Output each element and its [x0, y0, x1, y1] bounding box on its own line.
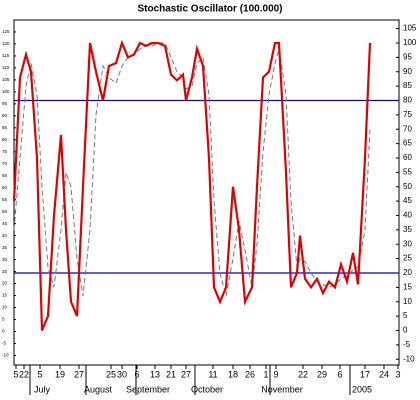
y-tick-label: 80 — [403, 96, 412, 105]
y2-tick-label: 105 — [2, 77, 10, 82]
month-label: September — [126, 384, 170, 394]
x-tick-label: 30 — [117, 369, 127, 379]
month-label: November — [261, 384, 303, 394]
y-tick-label: 0 — [403, 326, 408, 335]
month-label: October — [191, 384, 223, 394]
x-tick-label: 27 — [181, 369, 191, 379]
y2-tick-label: 115 — [2, 53, 10, 58]
x-tick-label: 26 — [245, 369, 255, 379]
y-tick-label: 85 — [403, 81, 412, 90]
y2-tick-label: 55 — [2, 197, 8, 202]
y2-tick-label: 80 — [2, 137, 8, 142]
month-label: August — [84, 384, 113, 394]
x-tick-label: 11 — [208, 369, 217, 379]
y-tick-label: 60 — [403, 153, 412, 162]
y2-tick-label: 0 — [2, 329, 5, 334]
y-tick-label: -5 — [403, 340, 411, 349]
y2-tick-label: 85 — [2, 125, 8, 130]
y2-tick-label: 5 — [2, 317, 5, 322]
y-tick-label: 50 — [403, 182, 412, 191]
x-tick-label: 1 — [263, 369, 268, 379]
x-tick-label: 21 — [166, 369, 176, 379]
y-tick-label: 10 — [403, 297, 412, 306]
y-tick-label: 95 — [403, 52, 412, 61]
y2-tick-label: 110 — [2, 65, 10, 70]
y2-tick-label: 20 — [2, 281, 8, 286]
y-tick-label: 90 — [403, 67, 412, 76]
y-tick-label: 5 — [403, 311, 408, 320]
x-tick-label: 17 — [360, 369, 370, 379]
y2-tick-label: 45 — [2, 221, 8, 226]
x-tick-label: 5 — [13, 369, 18, 379]
x-tick-label: 13 — [150, 369, 160, 379]
y2-tick-label: 25 — [2, 269, 8, 274]
x-tick-label: 25 — [106, 369, 116, 379]
month-label: 2005 — [352, 384, 372, 394]
y-tick-label: 55 — [403, 167, 412, 176]
y2-tick-label: 15 — [2, 293, 8, 298]
y2-tick-label: 125 — [2, 29, 10, 34]
y2-tick-label: 35 — [2, 245, 8, 250]
y-tick-label: 65 — [403, 139, 412, 148]
y-tick-label: 45 — [403, 196, 412, 205]
x-tick-label: 24 — [379, 369, 389, 379]
y-tick-label: 35 — [403, 225, 412, 234]
x-tick-label: 27 — [74, 369, 84, 379]
y2-tick-label: 95 — [2, 101, 8, 106]
y2-tick-label: 10 — [2, 305, 8, 310]
y2-tick-label: 50 — [2, 209, 8, 214]
x-tick-label: 9 — [273, 369, 278, 379]
y2-tick-label: 100 — [2, 89, 10, 94]
x-tick-label: 6 — [337, 369, 342, 379]
y-tick-label: 30 — [403, 239, 412, 248]
x-tick-label: 22 — [298, 369, 308, 379]
month-label: July — [34, 384, 51, 394]
x-tick-label: 22 — [19, 369, 29, 379]
y-tick-label: 75 — [403, 110, 412, 119]
y2-tick-label: -5 — [2, 341, 6, 346]
y2-tick-label: 75 — [2, 149, 8, 154]
x-tick-label: 3 — [395, 369, 400, 379]
y2-tick-label: 65 — [2, 173, 8, 178]
y2-tick-label: 40 — [2, 233, 8, 238]
x-tick-label: 19 — [55, 369, 65, 379]
y2-tick-label: 60 — [2, 185, 8, 190]
y-tick-label: 105 — [403, 24, 417, 33]
y2-tick-label: 30 — [2, 257, 8, 262]
y2-tick-label: -10 — [2, 353, 9, 358]
y-tick-label: 15 — [403, 282, 412, 291]
y-tick-label: 100 — [403, 38, 417, 47]
y2-tick-label: 90 — [2, 113, 8, 118]
y2-tick-label: 70 — [2, 161, 8, 166]
x-tick-label: 29 — [317, 369, 327, 379]
series-line — [13, 42, 371, 297]
y-tick-label: 20 — [403, 268, 412, 277]
y-tick-label: 25 — [403, 254, 412, 263]
x-tick-label: 6 — [134, 369, 139, 379]
chart-title: Stochastic Oscillator (100.000) — [137, 4, 282, 15]
series-line — [12, 39, 372, 331]
y-tick-label: 40 — [403, 211, 412, 220]
y-tick-label: -10 — [403, 354, 415, 363]
y2-tick-label: 120 — [2, 41, 10, 46]
y-tick-label: 70 — [403, 124, 412, 133]
x-tick-label: 18 — [228, 369, 238, 379]
x-tick-label: 5 — [37, 369, 42, 379]
